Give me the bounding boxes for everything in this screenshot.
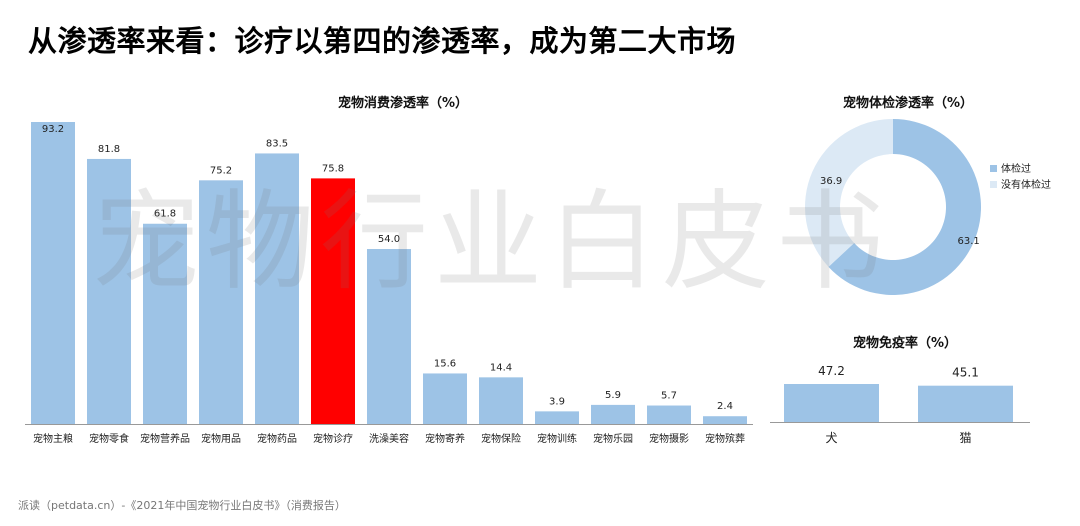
- category-label: 宠物保险: [481, 432, 521, 445]
- category-label: 宠物营养品: [140, 432, 190, 445]
- category-label: 宠物药品: [257, 432, 297, 445]
- category-label: 宠物摄影: [649, 432, 689, 445]
- category-label: 洗澡美容: [369, 432, 409, 445]
- bar: [311, 178, 355, 424]
- bar-value-label: 45.1: [952, 366, 979, 380]
- category-label: 宠物乐园: [593, 432, 633, 445]
- bar-value-label: 61.8: [154, 209, 176, 220]
- legend-label: 没有体检过: [1001, 178, 1051, 191]
- bar: [479, 377, 523, 424]
- category-label: 犬: [825, 431, 837, 445]
- bar-value-label: 54.0: [378, 234, 400, 245]
- bar: [423, 373, 467, 424]
- bar: [535, 411, 579, 424]
- bar: [918, 385, 1013, 422]
- bar: [703, 416, 747, 424]
- bar-value-label: 5.9: [605, 390, 621, 401]
- bar-value-label: 47.2: [818, 364, 845, 378]
- bar: [87, 158, 131, 424]
- category-label: 宠物寄养: [425, 432, 465, 445]
- bar-value-label: 81.8: [98, 144, 120, 155]
- bar-value-label: 75.2: [210, 165, 232, 176]
- bar: [591, 404, 635, 424]
- legend-swatch: [990, 181, 997, 188]
- page-title: 从渗透率来看：诊疗以第四的渗透率，成为第二大市场: [28, 24, 737, 58]
- bar: [199, 180, 243, 424]
- bar: [143, 223, 187, 424]
- bar: [367, 249, 411, 424]
- source-footer: 派读（petdata.cn）-《2021年中国宠物行业白皮书》（消费报告）: [18, 499, 346, 512]
- category-label: 宠物用品: [201, 432, 241, 445]
- bar-value-label: 3.9: [549, 396, 565, 407]
- bar: [255, 153, 299, 424]
- bar: [31, 122, 75, 424]
- bar-value-label: 5.7: [661, 391, 677, 402]
- vaccination-chart-title: 宠物免疫率（%）: [852, 336, 958, 351]
- legend-swatch: [990, 165, 997, 172]
- bar: [647, 405, 691, 424]
- donut-value-label: 63.1: [957, 236, 979, 247]
- bar-value-label: 75.8: [322, 163, 344, 174]
- consumption-bar-chart: 93.2 宠物主粮 81.8 宠物零食 61.8 宠物营养品 75.2 宠物用品 83.5 宠物药…: [25, 122, 753, 445]
- bar-value-label: 83.5: [266, 138, 288, 149]
- bar: [784, 384, 879, 422]
- legend-label: 体检过: [1001, 162, 1031, 175]
- category-label: 宠物诊疗: [313, 432, 353, 445]
- checkup-donut-chart: 63.1 36.9: [804, 119, 981, 295]
- donut-slice: [828, 119, 981, 295]
- category-label: 宠物训练: [537, 432, 577, 445]
- category-label: 宠物零食: [89, 432, 129, 445]
- bar-value-label: 14.4: [490, 362, 512, 373]
- bar-value-label: 2.4: [717, 401, 733, 412]
- vaccination-bar-chart: 47.2 犬 45.1 猫: [770, 364, 1030, 445]
- category-label: 宠物主粮: [33, 432, 73, 445]
- bar-value-label: 93.2: [42, 124, 64, 135]
- category-label: 宠物殡葬: [705, 432, 745, 445]
- donut-slice: [804, 119, 893, 267]
- consumption-chart-title: 宠物消费渗透率（%）: [337, 96, 469, 111]
- category-label: 猫: [959, 431, 971, 445]
- bar-value-label: 15.6: [434, 358, 456, 369]
- donut-value-label: 36.9: [820, 176, 842, 187]
- checkup-chart-title: 宠物体检渗透率（%）: [842, 96, 974, 111]
